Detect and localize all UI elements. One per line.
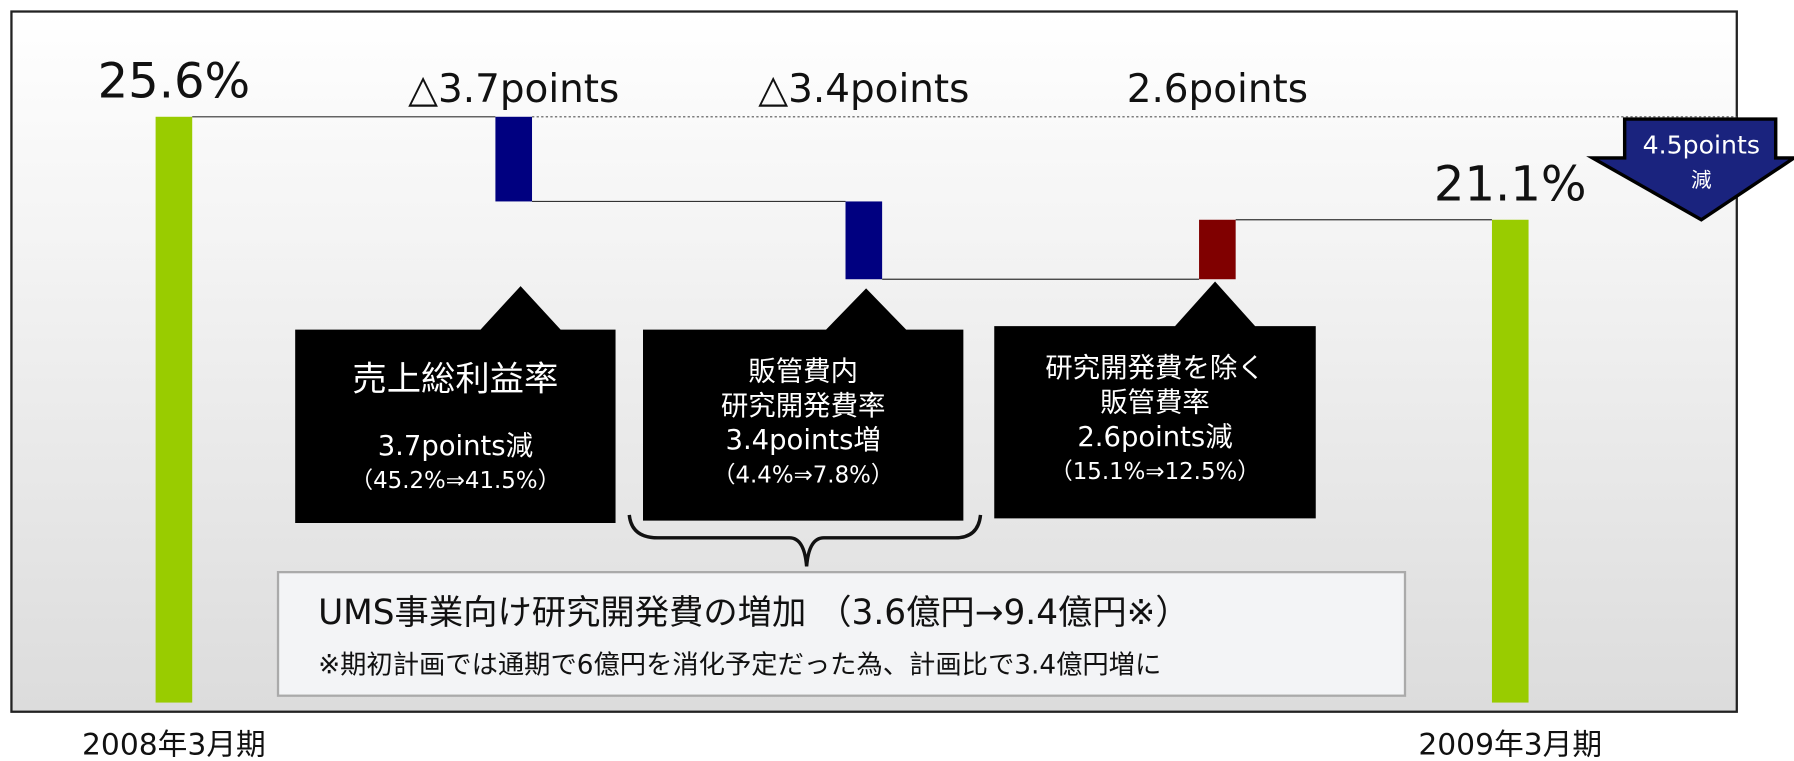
badge-text: 減 — [1691, 168, 1712, 192]
callout-text: 売上総利益率 — [352, 360, 558, 400]
callout-box — [295, 286, 616, 523]
callout-text: （4.4%⇒7.8%） — [713, 463, 894, 489]
note-title: UMS事業向け研究開発費の増加 （3.6億円→9.4億円※） — [318, 593, 1190, 633]
badge-text: 4.5points — [1643, 131, 1760, 160]
callout-text: 販管費内 — [748, 357, 858, 388]
bar — [1199, 219, 1236, 280]
callout-text: （45.2%⇒41.5%） — [350, 468, 560, 494]
callout-box — [643, 288, 964, 521]
value-label: 2.6points — [1127, 67, 1308, 112]
callout-box — [994, 281, 1316, 519]
callout-text: 販管費率 — [1100, 387, 1210, 418]
callout-text: 3.4points増 — [726, 425, 881, 456]
value-label: △3.7points — [408, 67, 619, 112]
callout-text: （15.1%⇒12.5%） — [1050, 459, 1260, 485]
value-label: 25.6% — [98, 54, 251, 110]
bar — [1491, 219, 1529, 703]
value-label: △3.4points — [758, 67, 969, 112]
callout-text: 研究開発費を除く — [1045, 353, 1265, 384]
bar — [845, 201, 883, 280]
bar — [155, 116, 193, 703]
callout-text: 3.7points減 — [378, 431, 533, 462]
bar — [495, 116, 533, 202]
badge-arrow — [1586, 117, 1794, 222]
callout-text: 研究開発費率 — [721, 391, 886, 422]
note-box — [276, 570, 1407, 697]
brace — [627, 514, 983, 567]
x-tick-label: 2009年3月期 — [1418, 728, 1602, 761]
x-tick-label: 2008年3月期 — [82, 728, 266, 761]
callout-text: 2.6points減 — [1077, 422, 1232, 453]
value-label: 21.1% — [1434, 157, 1587, 213]
note-text: ※期初計画では通期で6億円を消化予定だった為、計画比で3.4億円増に — [318, 650, 1161, 680]
